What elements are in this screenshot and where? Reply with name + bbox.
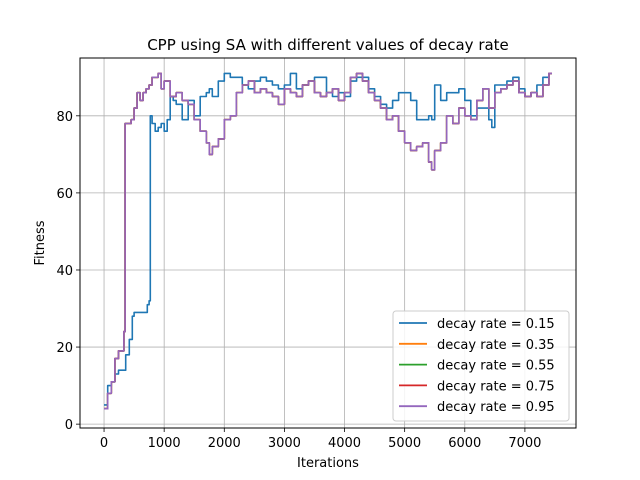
axis-ticks: 0 1000 2000 3000 4000 5000 6000 7000 0 20 40 60 80 xyxy=(56,110,541,451)
chart-title: CPP using SA with different values of de… xyxy=(147,36,509,54)
y-axis-title: Fitness xyxy=(33,220,48,265)
series-line-5 xyxy=(104,72,552,410)
x-tick-label: 6000 xyxy=(448,436,481,451)
y-tick-label: 0 xyxy=(65,418,73,433)
legend-box xyxy=(392,310,570,422)
x-tick-label: 0 xyxy=(100,436,108,451)
x-tick-label: 3000 xyxy=(268,436,301,451)
legend-label-4: decay rate = 0.75 xyxy=(437,379,555,394)
x-tick-label: 2000 xyxy=(208,436,241,451)
legend-label-5: decay rate = 0.95 xyxy=(437,400,555,415)
legend-label-1: decay rate = 0.15 xyxy=(437,317,555,332)
series-line-1 xyxy=(104,72,552,406)
plot-area-frame xyxy=(79,57,577,429)
y-tick-label: 80 xyxy=(56,110,73,125)
series-lines xyxy=(104,72,552,410)
legend-label-2: decay rate = 0.35 xyxy=(437,338,555,353)
x-tick-label: 4000 xyxy=(328,436,361,451)
x-tick-label: 5000 xyxy=(388,436,421,451)
y-tick-label: 40 xyxy=(56,264,73,279)
legend: decay rate = 0.15 decay rate = 0.35 decay … xyxy=(392,310,570,422)
y-tick-label: 20 xyxy=(56,341,73,356)
x-axis-title: Iterations xyxy=(297,456,359,471)
legend-label-3: decay rate = 0.55 xyxy=(437,359,555,374)
x-tick-label: 7000 xyxy=(508,436,541,451)
y-tick-label: 60 xyxy=(56,187,73,202)
x-tick-label: 1000 xyxy=(148,436,181,451)
